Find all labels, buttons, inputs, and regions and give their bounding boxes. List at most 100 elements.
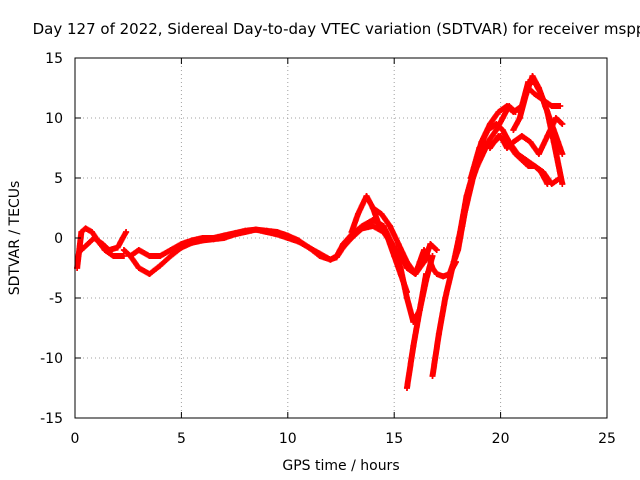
data-point — [157, 262, 164, 269]
data-point — [423, 277, 430, 283]
data-point — [476, 145, 483, 151]
data-point — [167, 247, 174, 253]
x-tick-label: 20 — [492, 431, 510, 447]
data-point — [516, 115, 523, 121]
data-point — [78, 229, 85, 235]
data-point — [465, 187, 472, 193]
data-point — [510, 109, 517, 115]
data-point — [544, 133, 551, 139]
series-arc-15 — [518, 79, 566, 187]
tick-layer: 0 5 10 15 20 25 -15 -10 -5 0 5 10 15 — [40, 51, 616, 447]
data-point — [450, 259, 457, 265]
data-point — [327, 256, 334, 263]
data-point — [531, 79, 538, 85]
data-point — [306, 244, 313, 251]
data-point — [550, 139, 557, 145]
data-point — [82, 225, 89, 232]
y-tick-label: 15 — [45, 51, 63, 67]
data-point — [552, 115, 559, 121]
series-arc-5 — [348, 193, 410, 295]
data-point — [123, 229, 130, 235]
data-point — [395, 241, 402, 247]
data-point — [433, 247, 440, 253]
data-point — [146, 253, 153, 259]
data-point — [510, 127, 517, 133]
data-layer — [74, 73, 566, 391]
data-point — [435, 331, 442, 337]
series-arc-6 — [369, 205, 440, 277]
data-point — [457, 229, 464, 235]
data-point — [91, 235, 98, 241]
data-point — [369, 205, 376, 211]
data-point — [467, 175, 474, 181]
data-point — [199, 235, 206, 241]
x-tick-label: 15 — [385, 431, 403, 447]
data-point — [359, 225, 366, 232]
data-point — [410, 343, 417, 349]
data-point — [535, 151, 542, 157]
data-point — [499, 115, 506, 121]
data-point — [242, 227, 249, 234]
data-point — [518, 133, 525, 139]
data-point — [378, 211, 385, 217]
data-point — [531, 91, 538, 97]
data-point — [348, 229, 355, 235]
data-point — [167, 253, 174, 259]
series-arc-13 — [486, 133, 551, 187]
data-point — [284, 235, 291, 241]
y-tick-label: 10 — [45, 111, 63, 127]
data-point — [263, 229, 270, 235]
data-point — [559, 121, 566, 127]
data-point — [512, 151, 519, 157]
data-point — [348, 235, 355, 241]
data-point — [252, 226, 259, 233]
x-axis-label: GPS time / hours — [282, 458, 399, 474]
data-point — [397, 271, 404, 277]
data-point — [525, 79, 532, 85]
data-point — [120, 247, 127, 253]
data-point — [340, 244, 347, 251]
data-point — [440, 273, 447, 280]
data-point — [412, 271, 419, 277]
data-point — [499, 127, 506, 133]
y-tick-label: 5 — [54, 171, 63, 187]
data-point — [484, 127, 491, 133]
x-tick-label: 25 — [598, 431, 616, 447]
data-point — [403, 295, 410, 301]
data-point — [231, 230, 238, 237]
data-point — [429, 253, 436, 259]
data-point — [427, 241, 434, 247]
data-point — [548, 103, 555, 109]
data-point — [135, 265, 142, 271]
series-arc-2 — [78, 229, 130, 253]
data-point — [529, 73, 536, 79]
data-point — [538, 169, 545, 175]
data-point — [433, 271, 440, 277]
data-point — [403, 259, 410, 265]
data-point — [99, 241, 106, 247]
data-point — [503, 103, 510, 109]
data-point — [459, 223, 466, 229]
x-tick-label: 5 — [177, 431, 186, 447]
data-point — [403, 289, 410, 295]
data-point — [386, 223, 393, 229]
data-point — [518, 103, 525, 109]
data-point — [544, 109, 551, 115]
data-point — [274, 231, 281, 238]
y-tick-label: 0 — [54, 231, 63, 247]
y-tick-label: -10 — [40, 351, 63, 367]
data-point — [486, 145, 493, 151]
y-tick-label: -5 — [49, 291, 63, 307]
data-point — [384, 235, 391, 241]
data-point — [416, 307, 423, 313]
data-point — [446, 271, 453, 277]
data-point — [503, 139, 510, 145]
x-tick-label: 0 — [71, 431, 80, 447]
data-point — [110, 253, 117, 259]
data-point — [527, 139, 534, 145]
data-point — [559, 151, 566, 157]
data-point — [316, 250, 323, 257]
data-point — [295, 238, 302, 245]
data-point — [178, 241, 185, 247]
